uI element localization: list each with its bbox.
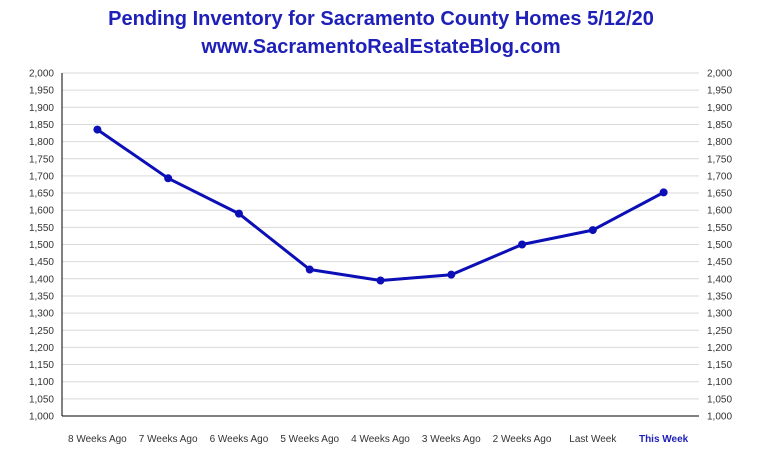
- y-tick-label-left: 1,950: [29, 86, 54, 97]
- x-tick-label: 2 Weeks Ago: [493, 434, 552, 445]
- y-tick-label-left: 1,700: [29, 171, 54, 182]
- y-axis-right-ticks: 1,000 1,050 1,100 1,150 1,200 1,250 1,300 1,350…: [707, 69, 732, 423]
- data-point: [305, 265, 314, 274]
- x-tick-label: 8 Weeks Ago: [68, 434, 127, 445]
- y-axis-left-ticks: 1,000 1,050 1,100 1,150 1,200 1,250 1,300 1,350…: [29, 69, 54, 423]
- y-tick-label-left: 1,350: [29, 291, 54, 302]
- y-tick-label-left: 1,550: [29, 223, 54, 234]
- y-tick-label-left: 1,650: [29, 189, 54, 200]
- y-tick-label-right: 1,300: [707, 309, 732, 320]
- y-tick-label-right: 2,000: [707, 69, 732, 80]
- data-point: [518, 240, 527, 249]
- y-tick-label-right: 1,100: [707, 377, 732, 388]
- y-tick-label-right: 1,950: [707, 86, 732, 97]
- x-tick-label: 5 Weeks Ago: [280, 434, 339, 445]
- chart-title: Pending Inventory for Sacramento County …: [108, 8, 654, 30]
- y-tick-label-left: 1,050: [29, 394, 54, 405]
- y-tick-label-right: 1,650: [707, 189, 732, 200]
- y-tick-label-right: 1,450: [707, 257, 732, 268]
- data-point: [447, 270, 456, 279]
- y-tick-label-left: 1,250: [29, 326, 54, 337]
- y-tick-label-right: 1,900: [707, 103, 732, 114]
- y-tick-label-right: 1,750: [707, 154, 732, 165]
- y-tick-label-left: 1,400: [29, 274, 54, 285]
- y-tick-label-right: 1,250: [707, 326, 732, 337]
- y-tick-label-right: 1,800: [707, 137, 732, 148]
- x-tick-label: Last Week: [569, 434, 617, 445]
- data-point: [659, 188, 668, 197]
- y-tick-label-left: 1,850: [29, 120, 54, 131]
- x-tick-label: 6 Weeks Ago: [210, 434, 269, 445]
- data-point: [164, 174, 173, 183]
- y-tick-label-right: 1,150: [707, 360, 732, 371]
- y-tick-label-right: 1,500: [707, 240, 732, 251]
- axes: [61, 73, 699, 417]
- y-tick-label-right: 1,600: [707, 206, 732, 217]
- y-tick-label-left: 1,500: [29, 240, 54, 251]
- y-tick-label-right: 1,400: [707, 274, 732, 285]
- x-tick-label: 3 Weeks Ago: [422, 434, 481, 445]
- y-tick-label-left: 1,200: [29, 343, 54, 354]
- y-tick-label-right: 1,050: [707, 394, 732, 405]
- x-tick-label: 4 Weeks Ago: [351, 434, 410, 445]
- y-tick-label-left: 1,100: [29, 377, 54, 388]
- y-tick-label-right: 1,000: [707, 412, 732, 423]
- series-line: [96, 128, 665, 282]
- y-tick-label-right: 1,350: [707, 291, 732, 302]
- data-point: [93, 125, 102, 134]
- x-tick-label: 7 Weeks Ago: [139, 434, 198, 445]
- y-tick-label-left: 1,150: [29, 360, 54, 371]
- y-tick-label-left: 1,750: [29, 154, 54, 165]
- y-tick-label-left: 1,000: [29, 412, 54, 423]
- data-point: [376, 276, 385, 285]
- y-tick-label-right: 1,850: [707, 120, 732, 131]
- y-tick-label-left: 1,300: [29, 309, 54, 320]
- chart-subtitle: www.SacramentoRealEstateBlog.com: [201, 36, 561, 58]
- series: [93, 125, 668, 285]
- x-axis-ticks: 8 Weeks Ago 7 Weeks Ago 6 Weeks Ago 5 Weeks…: [68, 434, 689, 445]
- y-tick-label-right: 1,700: [707, 171, 732, 182]
- y-tick-label-left: 1,450: [29, 257, 54, 268]
- y-tick-label-left: 1,600: [29, 206, 54, 217]
- y-tick-label-left: 1,900: [29, 103, 54, 114]
- y-tick-label-right: 1,200: [707, 343, 732, 354]
- data-point: [234, 209, 243, 218]
- y-tick-label-left: 2,000: [29, 69, 54, 80]
- data-point: [588, 226, 597, 235]
- y-tick-label-right: 1,550: [707, 223, 732, 234]
- y-tick-label-left: 1,800: [29, 137, 54, 148]
- gridlines: [62, 72, 699, 400]
- x-tick-label: This Week: [639, 434, 689, 445]
